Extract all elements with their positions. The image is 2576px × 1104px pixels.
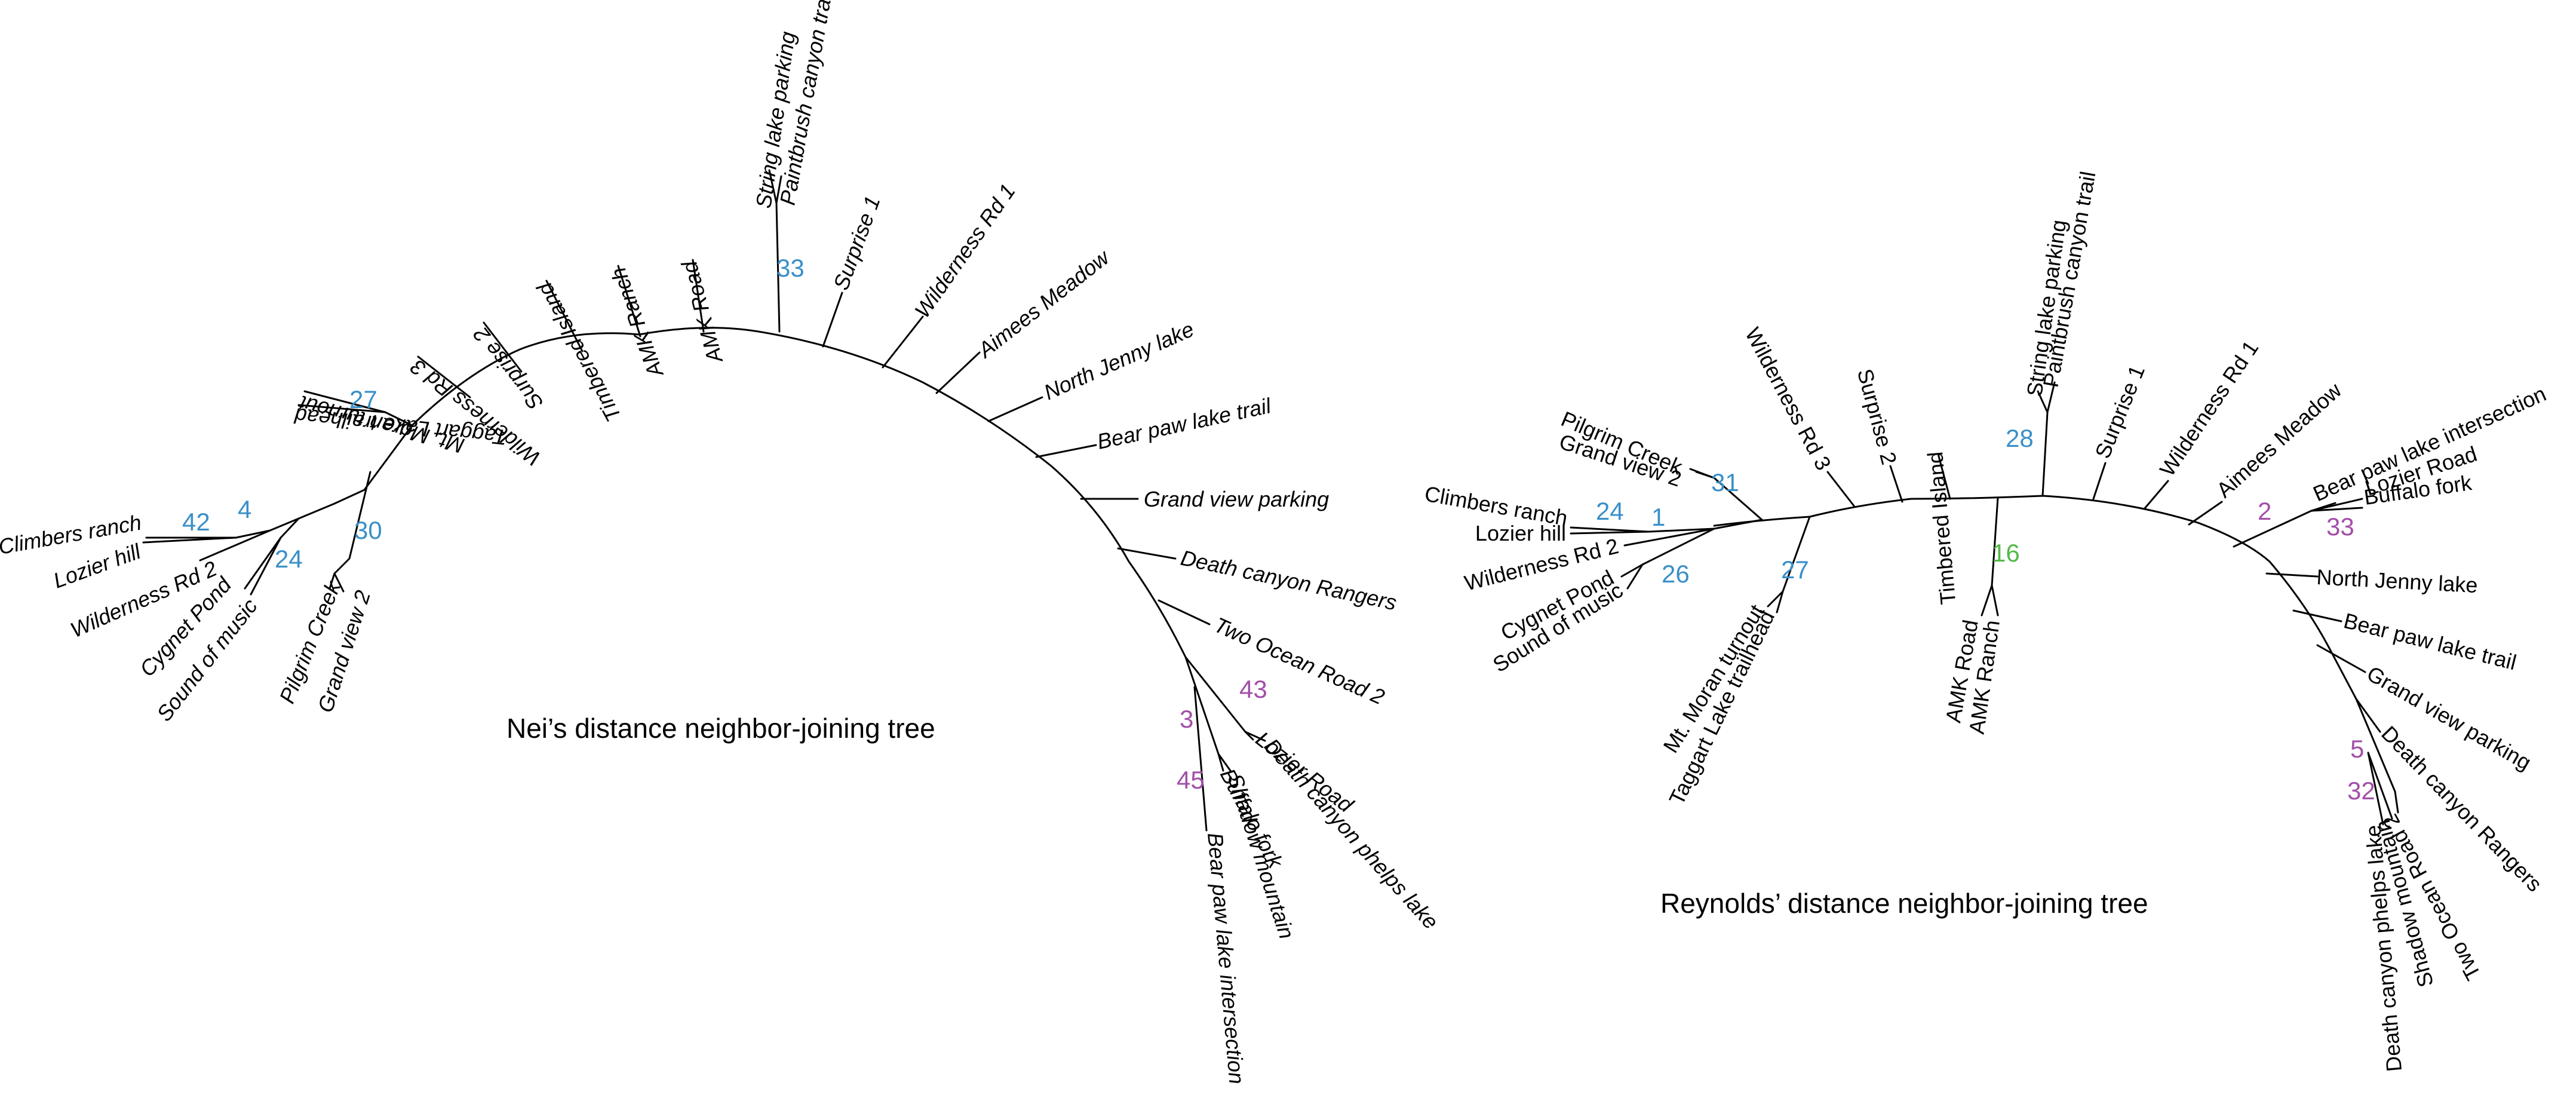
branch-wilderness-rd-1: [882, 315, 924, 369]
branch-wilderness-rd-3: [417, 355, 471, 398]
branch-lower-right-root: [1181, 650, 1187, 658]
branch-surprise-1b: [2092, 462, 2107, 500]
leaf-label: Aimees Meadow: [972, 244, 1114, 363]
leaf-label: Death canyon Rangers: [1178, 545, 1399, 615]
leaf-label: Bear paw lake trail: [2341, 608, 2519, 674]
branch-phelps-2: [2367, 752, 2384, 826]
branch-cygnet-pond: [244, 536, 282, 590]
leaf-label: Wilderness Rd 1: [910, 179, 1020, 323]
bootstrap-value: 30: [354, 516, 382, 544]
branch-lower-right-2: [2328, 647, 2357, 700]
branch-paintbrush: [775, 175, 782, 204]
branch-cygnet-pod: [280, 517, 300, 539]
bootstrap-value: 32: [2347, 777, 2375, 805]
branch-taggart: [297, 404, 386, 413]
branch-left-cluster: [333, 489, 366, 505]
branch-pilgrim-creek: [328, 572, 336, 590]
bootstrap-value: 27: [349, 385, 377, 413]
leaf-label: Wilderness Rd 3: [1740, 323, 1836, 474]
bootstrap-value: 42: [182, 508, 210, 536]
leaf-label: Grand view parking: [2363, 661, 2535, 775]
branch-wilderness-rd-1b: [2143, 480, 2169, 510]
tree-nei-backbone: [363, 327, 1184, 652]
branch-bear-paw-trail: [1035, 444, 1097, 458]
bootstrap-value: 1: [1651, 503, 1665, 531]
branch-north-jenny-2: [2265, 572, 2319, 578]
bootstrap-value: 3: [1180, 705, 1193, 733]
leaf-label: AMK Ranch: [606, 264, 668, 381]
branch-death-canyon-rangers: [1117, 547, 1177, 560]
branch-sound-of-music: [250, 536, 282, 596]
leaf-label: Surprise 2: [1853, 366, 1902, 467]
branch-grand-view-2: [333, 572, 345, 593]
leaf-label: North Jenny lake: [1040, 317, 1198, 404]
leaf-label: Surprise 1: [828, 193, 885, 293]
branch-aimees-meadow: [935, 351, 981, 394]
bootstrap-value: 24: [275, 545, 303, 573]
tree-title: Nei’s distance neighbor-joining tree: [506, 713, 935, 744]
branch-bear-paw-intersection: [1193, 686, 1208, 832]
bootstrap-value: 31: [1711, 468, 1739, 496]
leaf-label: Grand view parking: [1144, 487, 1329, 511]
branch-buffalo-fork-2: [2310, 507, 2363, 512]
branch-shadow-mountain: [1217, 753, 1232, 772]
bootstrap-value: 27: [1781, 556, 1809, 584]
leaf-label: AMK Road: [677, 258, 727, 367]
branch-two-ocean: [1157, 599, 1211, 625]
branch-wilderness-rd-2b: [1623, 528, 1715, 547]
branch-timbered-island: [545, 280, 584, 352]
bootstrap-value: 5: [2350, 735, 2364, 763]
branch-grand-view-2b: [1689, 468, 1715, 479]
branch-surprise-2: [483, 321, 523, 373]
branch-timbered-island-2: [1937, 453, 1951, 500]
bootstrap-value: 4: [238, 495, 251, 523]
branch-left-root-2: [1713, 519, 1763, 530]
bootstrap-value: 2: [2258, 497, 2271, 525]
branch-paintbrush-2: [2046, 381, 2056, 413]
leaf-label: Timbered Island: [1923, 450, 1960, 605]
bootstrap-value: 43: [1239, 675, 1267, 703]
branch-amk-ranch-2: [1991, 584, 1999, 617]
leaf-label: North Jenny lake: [2316, 565, 2479, 597]
bootstrap-value: 28: [2006, 424, 2034, 452]
branch-death-canyon-rangers-2: [2355, 698, 2381, 733]
branch-shadow-pod-2: [2367, 752, 2393, 820]
bootstrap-value: 33: [776, 254, 805, 282]
leaf-label: Bear paw lake intersection: [1203, 832, 1249, 1085]
branch-aimees-meadow-2: [2188, 501, 2223, 526]
branch-surprise-2b: [1889, 465, 1903, 503]
bootstrap-value: 24: [1596, 497, 1624, 525]
bootstrap-value: 16: [1992, 539, 2020, 567]
leaf-label: Two Ocean Road 2: [1211, 612, 1389, 710]
branch-grand-view-parking-2: [2316, 644, 2366, 673]
branch-wilderness-rd-2: [199, 529, 271, 562]
leaf-label: Bear paw lake trail: [1095, 393, 1273, 454]
branch-surprise-1: [822, 292, 843, 348]
branch-sound-of-music-2: [1626, 563, 1644, 590]
branch-north-jenny: [987, 396, 1043, 422]
branch-two-ocean-pod-2: [2355, 698, 2399, 814]
bootstrap-value: 33: [2326, 513, 2354, 541]
branch-amk-ranch: [617, 265, 641, 338]
tree-title: Reynolds’ distance neighbor-joining tree: [1660, 888, 2148, 919]
branch-string-lake-2: [2037, 390, 2049, 497]
branch-death-canyon-phelps: [1244, 731, 1266, 742]
branch-taggart-2: [1776, 590, 1784, 614]
branch-amk-road: [692, 259, 705, 333]
leaf-label: Timbered Island: [532, 278, 626, 426]
bootstrap-value: 45: [1177, 766, 1205, 794]
branch-bear-paw-trail-2: [2292, 609, 2342, 622]
bootstrap-value: 26: [1662, 560, 1690, 588]
branch-pilgrim-pod: [333, 471, 371, 575]
branch-lozier-road-2: [2310, 498, 2363, 512]
leaf-label: Lozier hill: [1475, 521, 1566, 545]
branch-lozier-hill: [142, 536, 237, 544]
branch-wilderness-rd-3b: [1826, 471, 1856, 508]
tree-nei: String lake parking Paintbrush canyon tr…: [0, 0, 1444, 1085]
leaf-label: Surprise 1: [2090, 362, 2149, 462]
tree-reynolds: String lake parking Paintbrush canyon tr…: [1423, 170, 2550, 1073]
branch-lozier-hill-2: [1570, 530, 1650, 535]
